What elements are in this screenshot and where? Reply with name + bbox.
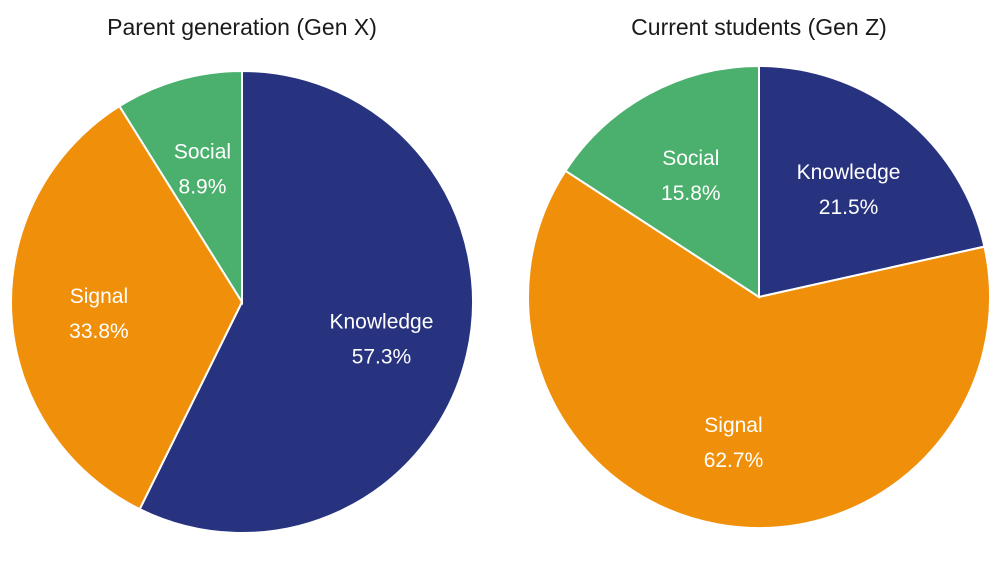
pie-slice-knowledge (138, 69, 474, 534)
slice-value-signal: 62.7% (704, 449, 764, 472)
slice-value-knowledge: 21.5% (819, 196, 879, 219)
slice-label-knowledge: Knowledge (330, 311, 434, 334)
slice-value-social: 8.9% (179, 175, 227, 198)
slice-label-signal: Signal (704, 414, 762, 437)
pie-slice-social (564, 64, 760, 299)
slice-label-signal: Signal (70, 285, 128, 308)
pie-slice-social (118, 69, 243, 306)
slice-label-social: Social (174, 140, 231, 163)
pie-slice-knowledge (758, 64, 986, 299)
slice-value-signal: 33.8% (69, 320, 129, 343)
pie-slice-signal (527, 169, 991, 529)
pie-chart-0: Knowledge 57.3% Signal 33.8% Social 8.9% (10, 69, 474, 534)
chart-title-gen-z: Current students (Gen Z) (631, 14, 887, 40)
chart-title-gen-x: Parent generation (Gen X) (107, 14, 377, 40)
slice-value-knowledge: 57.3% (352, 346, 412, 369)
slice-value-social: 15.8% (661, 182, 721, 205)
pie-chart-1: Knowledge 21.5% Signal 62.7% Social 15.8% (527, 64, 991, 529)
slice-label-social: Social (662, 147, 719, 170)
slice-label-knowledge: Knowledge (797, 161, 901, 184)
pie-slice-signal (10, 104, 244, 511)
